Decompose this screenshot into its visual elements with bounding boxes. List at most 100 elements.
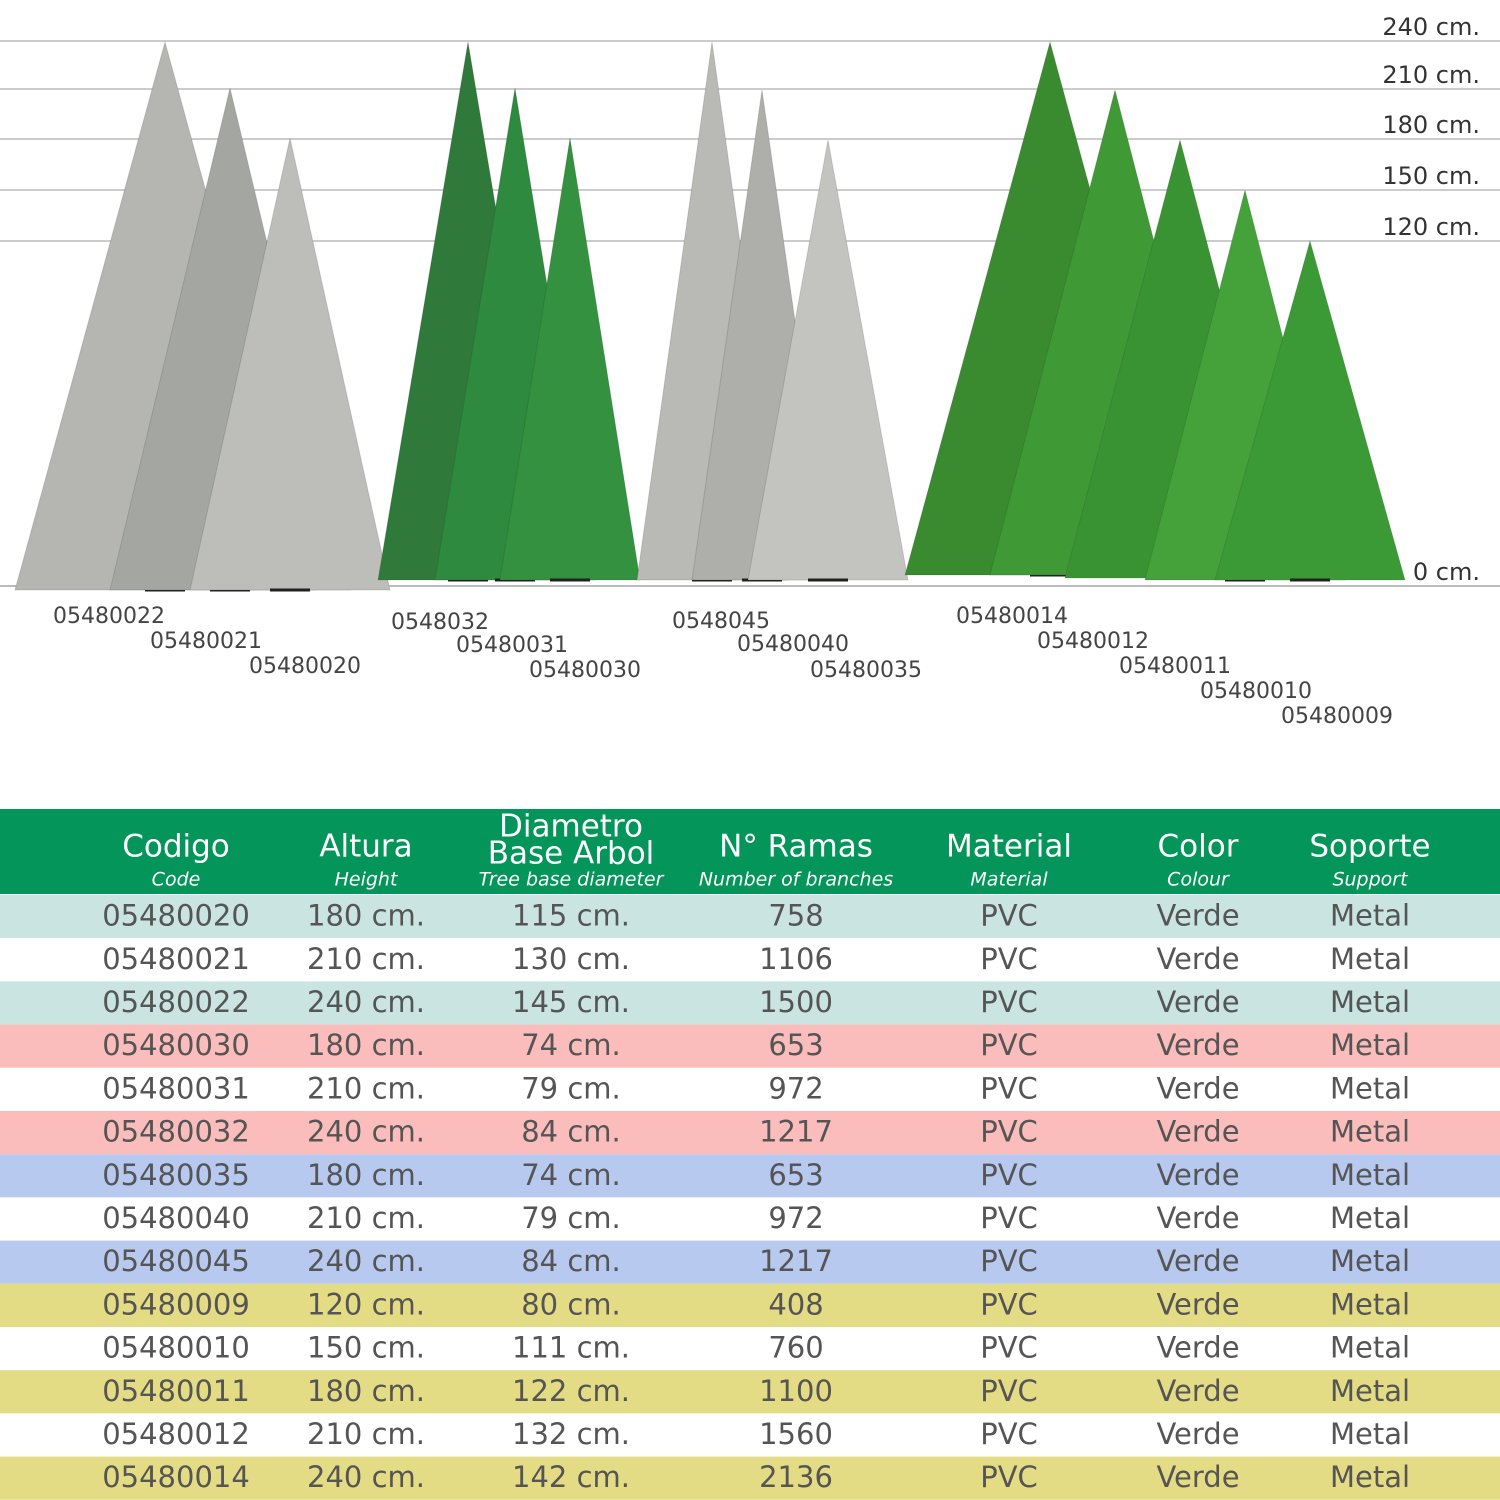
table-cell: 79 cm. (521, 1201, 621, 1235)
table-cell: 1217 (759, 1244, 833, 1278)
table-cell: Metal (1330, 1071, 1410, 1105)
header-subtitle: Support (1332, 869, 1409, 891)
header-subtitle: Code (152, 869, 201, 891)
scale-label: 150 cm. (1382, 162, 1480, 190)
header-title: Color (1158, 829, 1239, 865)
table-row (0, 895, 1500, 939)
table-cell: PVC (980, 1028, 1038, 1062)
table-cell: 130 cm. (512, 942, 630, 976)
table-cell: 05480035 (102, 1158, 250, 1192)
table-cell: Verde (1156, 1115, 1239, 1149)
tree-code: 05480020 (249, 654, 361, 679)
table-cell: 05480011 (102, 1374, 250, 1408)
scale-label: 180 cm. (1382, 111, 1480, 139)
table-cell: 1106 (759, 942, 833, 976)
table-cell: 05480021 (102, 942, 250, 976)
table-row (0, 1111, 1500, 1155)
table-cell: 79 cm. (521, 1071, 621, 1105)
table-cell: Metal (1330, 1287, 1410, 1321)
table-cell: 05480014 (102, 1460, 250, 1494)
table-row (0, 1456, 1500, 1500)
table-cell: 1560 (759, 1417, 833, 1451)
table-cell: 111 cm. (512, 1331, 630, 1365)
table-cell: Verde (1156, 1158, 1239, 1192)
table-cell: 1500 (759, 985, 833, 1019)
table-cell: PVC (980, 985, 1038, 1019)
table-cell: 84 cm. (521, 1244, 621, 1278)
tree-code: 05480040 (737, 632, 849, 657)
table-cell: PVC (980, 899, 1038, 933)
table-cell: Verde (1156, 1417, 1239, 1451)
table-cell: 240 cm. (307, 1115, 425, 1149)
tree-code: 05480012 (1037, 629, 1149, 654)
table-cell: Metal (1330, 1158, 1410, 1192)
table-cell: 142 cm. (512, 1460, 630, 1494)
table-cell: 120 cm. (307, 1287, 425, 1321)
table-cell: 05480010 (102, 1331, 250, 1365)
table-cell: PVC (980, 1115, 1038, 1149)
table-cell: 05480022 (102, 985, 250, 1019)
table-cell: Metal (1330, 985, 1410, 1019)
header-title: Altura (319, 829, 412, 865)
table-cell: Verde (1156, 1374, 1239, 1408)
tree-code: 05480031 (456, 633, 568, 658)
table-row (0, 1413, 1500, 1457)
table-row (0, 1370, 1500, 1414)
table-cell: PVC (980, 1460, 1038, 1494)
table-cell: 05480020 (102, 899, 250, 933)
scale-label: 120 cm. (1382, 213, 1480, 241)
table-cell: 972 (768, 1071, 823, 1105)
table-cell: 1217 (759, 1115, 833, 1149)
header-subtitle: Material (970, 869, 1048, 891)
scale-label: 0 cm. (1413, 558, 1480, 586)
table-cell: Metal (1330, 1244, 1410, 1278)
table-cell: PVC (980, 1158, 1038, 1192)
table-cell: Metal (1330, 1374, 1410, 1408)
table-cell: 05480040 (102, 1201, 250, 1235)
table-cell: 760 (768, 1331, 823, 1365)
header-title: Diametro (499, 809, 643, 845)
table-cell: Verde (1156, 1028, 1239, 1062)
tree-code: 05480030 (529, 658, 641, 683)
table-cell: 145 cm. (512, 985, 630, 1019)
tree-code: 0548032 (391, 610, 489, 635)
table-cell: 210 cm. (307, 1071, 425, 1105)
table-cell: Verde (1156, 942, 1239, 976)
table-row (0, 1024, 1500, 1068)
table-cell: Metal (1330, 1331, 1410, 1365)
table-cell: 05480031 (102, 1071, 250, 1105)
table-cell: PVC (980, 1244, 1038, 1278)
table-cell: 758 (768, 899, 823, 933)
table-cell: PVC (980, 942, 1038, 976)
table-cell: 05480032 (102, 1115, 250, 1149)
tree-code: 05480035 (810, 658, 922, 683)
table-row (0, 981, 1500, 1025)
table-cell: 653 (768, 1158, 823, 1192)
table-cell: Verde (1156, 985, 1239, 1019)
table-cell: 132 cm. (512, 1417, 630, 1451)
table-cell: Verde (1156, 1331, 1239, 1365)
header-subtitle: Number of branches (699, 869, 893, 891)
table-cell: PVC (980, 1374, 1038, 1408)
tree-code: 0548045 (672, 609, 770, 634)
table-cell: 150 cm. (307, 1331, 425, 1365)
table-cell: 180 cm. (307, 1374, 425, 1408)
table-cell: 1100 (759, 1374, 833, 1408)
table-row (0, 1154, 1500, 1198)
header-title: Soporte (1309, 829, 1430, 865)
header-title: Codigo (122, 829, 230, 865)
table-cell: 122 cm. (512, 1374, 630, 1408)
table-cell: 05480009 (102, 1287, 250, 1321)
table-cell: Verde (1156, 1244, 1239, 1278)
table-cell: Verde (1156, 1460, 1239, 1494)
table-cell: 05480030 (102, 1028, 250, 1062)
table-cell: 210 cm. (307, 942, 425, 976)
table-cell: PVC (980, 1201, 1038, 1235)
table-cell: 2136 (759, 1460, 833, 1494)
table-cell: 240 cm. (307, 985, 425, 1019)
header-title: Base Arbol (488, 836, 655, 872)
table-row (0, 1327, 1500, 1371)
table-cell: 240 cm. (307, 1244, 425, 1278)
table-cell: Metal (1330, 1028, 1410, 1062)
table-cell: PVC (980, 1331, 1038, 1365)
